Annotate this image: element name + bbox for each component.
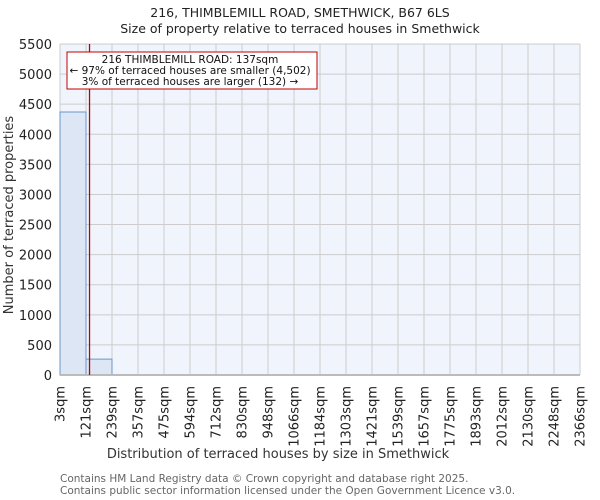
y-tick-label: 2000 xyxy=(19,249,52,264)
y-tick-label: 1000 xyxy=(19,309,52,324)
footer-copyright: Contains HM Land Registry data © Crown c… xyxy=(60,473,468,485)
y-tick-label: 4000 xyxy=(19,128,52,143)
x-tick-label: 357sqm xyxy=(132,386,147,439)
x-tick-label: 2366sqm xyxy=(574,386,589,447)
chart-subtitle: Size of property relative to terraced ho… xyxy=(120,21,480,36)
y-axis-ticks: 0 500 1000 1500 2000 2500 3000 3500 4000 4500 5000… xyxy=(19,38,52,384)
y-tick-label: 500 xyxy=(27,339,52,354)
x-tick-label: 1657sqm xyxy=(418,386,433,447)
y-axis-label: Number of terraced properties xyxy=(2,116,17,315)
x-tick-label: 594sqm xyxy=(184,386,199,439)
gridlines xyxy=(59,43,581,376)
annotation-smaller: ← 97% of terraced houses are smaller (4,… xyxy=(69,65,310,77)
y-tick-label: 1500 xyxy=(19,279,52,294)
x-tick-label: 712sqm xyxy=(210,386,225,439)
y-tick-label: 5000 xyxy=(19,68,52,83)
x-tick-label: 1539sqm xyxy=(392,386,407,447)
x-tick-label: 3sqm xyxy=(54,386,69,422)
x-tick-label: 2130sqm xyxy=(522,386,537,447)
y-tick-label: 3500 xyxy=(19,158,52,173)
y-tick-label: 3000 xyxy=(19,188,52,203)
x-tick-label: 475sqm xyxy=(158,386,173,439)
x-tick-label: 239sqm xyxy=(106,386,121,439)
chart-title: 216, THIMBLEMILL ROAD, SMETHWICK, B67 6L… xyxy=(150,5,449,20)
x-axis-label: Distribution of terraced houses by size … xyxy=(107,447,450,462)
y-tick-label: 4500 xyxy=(19,98,52,113)
x-tick-label: 1421sqm xyxy=(366,386,381,447)
x-tick-label: 1184sqm xyxy=(314,386,329,447)
x-tick-label: 1066sqm xyxy=(288,386,303,447)
bars xyxy=(59,111,113,376)
histogram-bar xyxy=(59,111,87,376)
x-tick-label: 830sqm xyxy=(236,386,251,439)
x-tick-label: 2012sqm xyxy=(496,386,511,447)
y-tick-label: 5500 xyxy=(19,38,52,53)
x-tick-label: 121sqm xyxy=(80,386,95,439)
y-tick-label: 2500 xyxy=(19,219,52,234)
annotation-larger: 3% of terraced houses are larger (132) → xyxy=(82,76,299,88)
x-tick-label: 1893sqm xyxy=(470,386,485,447)
annotation-box: 216 THIMBLEMILL ROAD: 137sqm ← 97% of te… xyxy=(66,51,318,90)
footer-licence: Contains public sector information licen… xyxy=(60,485,515,497)
x-tick-label: 948sqm xyxy=(262,386,277,439)
x-tick-label: 1775sqm xyxy=(444,386,459,447)
x-tick-label: 1303sqm xyxy=(340,386,355,447)
x-axis-ticks: 3sqm 121sqm 239sqm 357sqm 475sqm 594sqm 712sqm… xyxy=(54,386,589,447)
x-tick-label: 2248sqm xyxy=(548,386,563,447)
y-tick-label: 0 xyxy=(44,369,52,384)
annotation-title: 216 THIMBLEMILL ROAD: 137sqm xyxy=(102,54,279,66)
